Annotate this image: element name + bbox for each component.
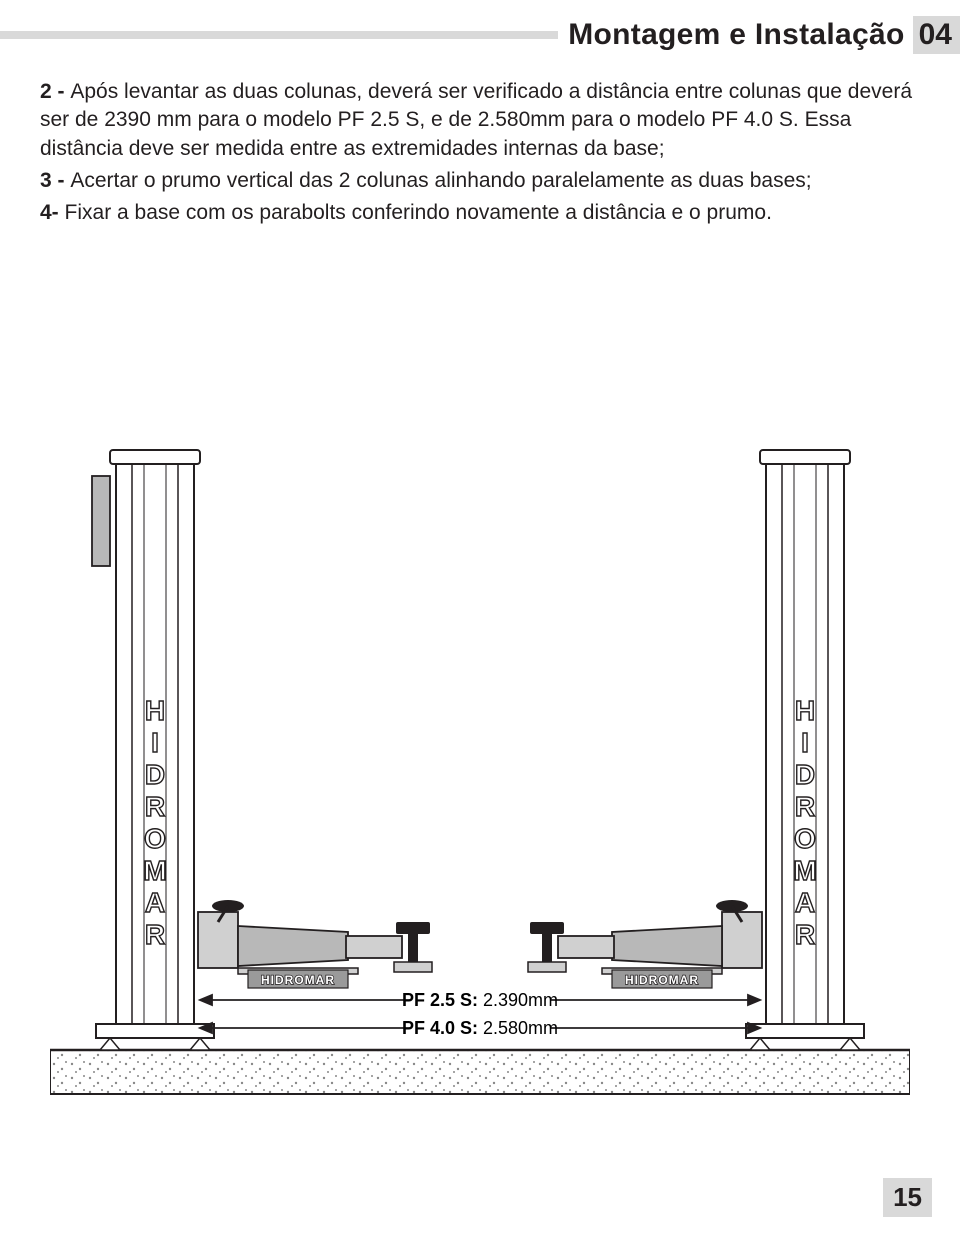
section-title: Montagem e Instalação bbox=[568, 18, 904, 52]
dimension-2-text: PF 4.0 S: 2.580mm bbox=[402, 1018, 558, 1038]
step-3-prefix: 3 - bbox=[40, 169, 70, 192]
dimension-1-text: PF 2.5 S: 2.390mm bbox=[402, 990, 558, 1010]
step-4-text: Fixar a base com os parabolts conferindo… bbox=[65, 201, 772, 224]
step-2-text: Após levantar as duas colunas, deverá se… bbox=[40, 80, 912, 160]
step-3: 3 - Acertar o prumo vertical das 2 colun… bbox=[40, 167, 920, 195]
page-number: 15 bbox=[883, 1178, 932, 1217]
arm-brand-right: HIDROMAR bbox=[625, 973, 699, 987]
step-3-text: Acertar o prumo vertical das 2 colunas a… bbox=[70, 169, 811, 192]
section-number: 04 bbox=[913, 16, 960, 54]
lift-diagram: HIDROMAR HIDROMAR HIDROMAR HIDROMAR PF 2… bbox=[50, 360, 910, 1120]
section-header: Montagem e Instalação 04 bbox=[0, 18, 960, 52]
header-rule bbox=[0, 31, 558, 39]
instructions-block: 2 - Após levantar as duas colunas, dever… bbox=[40, 78, 920, 232]
arm-brand-left: HIDROMAR bbox=[261, 973, 335, 987]
step-2-prefix: 2 - bbox=[40, 80, 70, 103]
step-4: 4- Fixar a base com os parabolts conferi… bbox=[40, 199, 920, 227]
step-2: 2 - Após levantar as duas colunas, dever… bbox=[40, 78, 920, 163]
step-4-prefix: 4- bbox=[40, 201, 65, 224]
